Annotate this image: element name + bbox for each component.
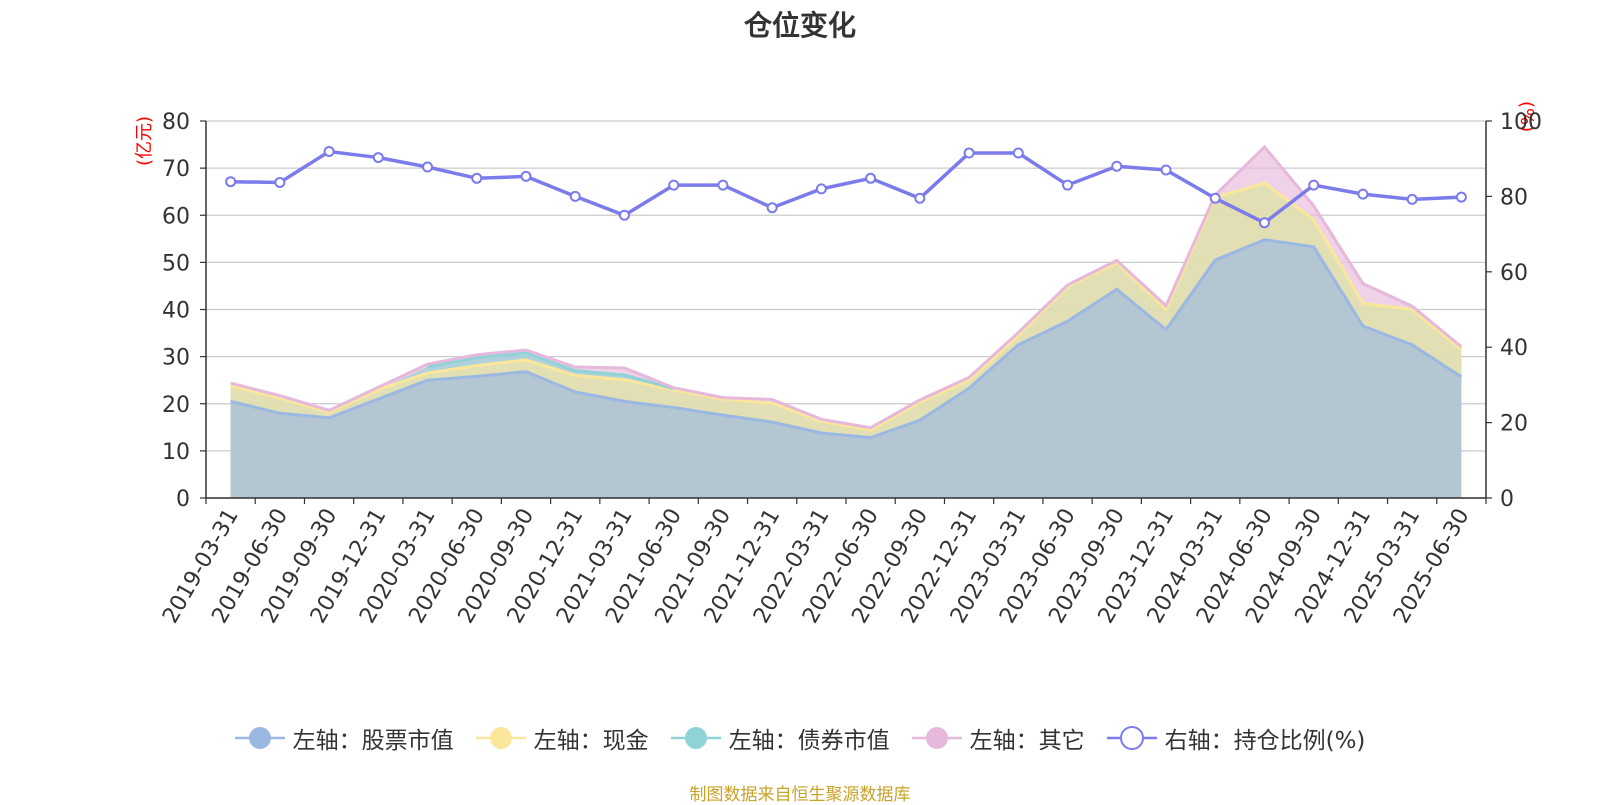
position-ratio-point [717,179,729,191]
data-source-note: 制图数据来自恒生聚源数据库 [689,785,911,805]
left-tick-label: 50 [162,251,190,276]
stock-value-area [230,239,1462,498]
left-tick-label: 60 [162,204,190,229]
position-ratio-point [766,202,778,214]
left-tick-label: 30 [162,346,190,371]
position-ratio-point [1209,192,1221,204]
position-ratio-point [1258,217,1270,229]
right-tick-label: 20 [1500,412,1528,437]
right-tick-label: 80 [1500,185,1528,210]
position-ratio-point [1062,179,1074,191]
position-ratio-point [1012,147,1024,159]
position-ratio-point [422,161,434,173]
legend-marker-icon [475,727,526,749]
other-line [230,144,1463,430]
right-tick-label: 100 [1500,110,1542,135]
position-ratio-point [274,176,286,188]
position-ratio-point [225,176,237,188]
legend-item[interactable]: 右轴：持仓比例(%) [1106,721,1366,755]
left-tick-label: 40 [162,299,190,324]
left-tick-label: 0 [176,487,190,512]
cash-line [230,181,1463,432]
position-ratio-point [569,190,581,202]
chart-title: 仓位变化 [743,9,856,42]
position-ratio-point [1357,188,1369,200]
legend-marker-icon [911,727,962,749]
left-tick-label: 80 [162,110,190,135]
position-ratio-point [963,147,975,159]
left-tick-label: 20 [162,393,190,418]
legend-label: 左轴：现金 [533,728,649,754]
legend-item[interactable]: 左轴：股票市值 [234,721,454,755]
legend-item[interactable]: 左轴：现金 [475,721,649,755]
legend-marker-icon [234,727,285,749]
legend-label: 左轴：债券市值 [728,728,890,754]
position-ratio-point [471,172,483,184]
position-ratio-point [668,179,680,191]
position-ratio-point [1406,193,1418,205]
legend-marker-icon [670,727,721,749]
position-ratio-line [230,149,1462,225]
position-ratio-point [323,146,335,158]
position-ratio-point [372,152,384,164]
legend-item[interactable]: 左轴：债券市值 [670,721,890,755]
position-ratio-point [1111,160,1123,172]
right-tick-label: 0 [1500,487,1514,512]
legend: 左轴：股票市值 左轴：现金 左轴：债券市值 左轴：其它 右轴：持仓比例(%) [0,718,1600,758]
position-ratio-point [520,170,532,182]
right-tick-label: 60 [1500,261,1528,286]
bond-value-line [427,351,675,391]
position-ratio-point [1160,164,1172,176]
position-ratio-point [618,209,630,221]
position-ratio-point [815,183,827,195]
legend-marker-icon [1106,726,1157,750]
legend-label: 左轴：股票市值 [292,728,454,754]
position-ratio-point [914,192,926,204]
stock-value-line [230,238,1463,440]
legend-item[interactable]: 左轴：其它 [911,721,1085,755]
position-ratio-point [1455,191,1467,203]
position-ratio-point [1308,179,1320,191]
left-tick-label: 70 [162,157,190,182]
position-ratio-point [865,172,877,184]
legend-label: 右轴：持仓比例(%) [1164,728,1366,754]
legend-label: 左轴：其它 [969,728,1085,754]
left-tick-label: 10 [162,440,190,465]
right-tick-label: 40 [1500,336,1528,361]
